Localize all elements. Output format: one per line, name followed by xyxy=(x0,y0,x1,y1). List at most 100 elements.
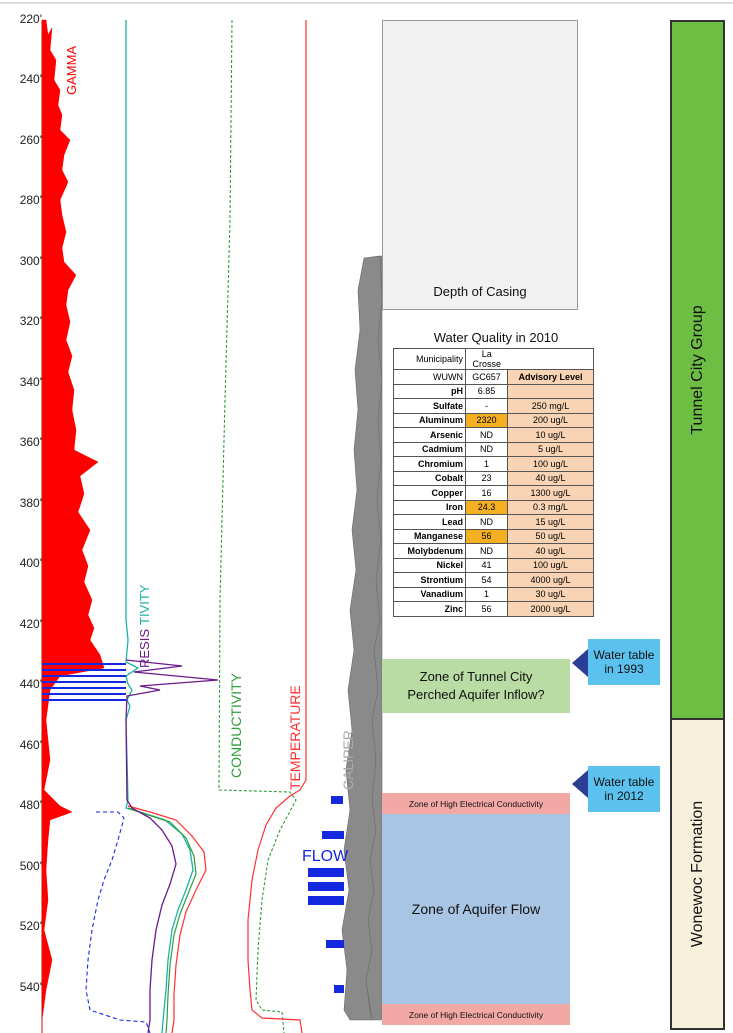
depth-tick-label: 440' xyxy=(19,677,42,692)
table-row: Cobalt 23 40 ug/L xyxy=(393,470,594,486)
high-conductivity-bottom-label: Zone of High Electrical Conductivity xyxy=(408,1009,544,1020)
advisory-cell: 15 ug/L xyxy=(507,514,594,530)
advisory-cell xyxy=(507,383,594,399)
value-cell: ND xyxy=(465,514,508,530)
municipality-label: Municipality xyxy=(393,348,466,370)
parameter-cell: Zinc xyxy=(393,601,466,617)
depth-tick-label: 240' xyxy=(19,72,42,87)
advisory-cell: 50 ug/L xyxy=(507,528,594,544)
value-cell: ND xyxy=(465,543,508,559)
table-row: Manganese 56 50 ug/L xyxy=(393,528,594,544)
table-row: Aluminum 2320 200 ug/L xyxy=(393,412,594,428)
resistivity-label-b: TIVITY xyxy=(137,584,152,625)
depth-tick-label: 300' xyxy=(19,253,42,268)
value-cell: 16 xyxy=(465,485,508,501)
value-cell: 1 xyxy=(465,586,508,602)
advisory-cell: 100 ug/L xyxy=(507,557,594,573)
flow-label: FLOW xyxy=(302,848,349,865)
value-cell: 2320 xyxy=(465,412,508,428)
perched-aquifer-zone: Zone of Tunnel City Perched Aquifer Infl… xyxy=(382,659,570,713)
municipality-value: La Crosse xyxy=(465,348,508,370)
aquifer-flow-zone: Zone of Aquifer Flow xyxy=(382,814,570,1004)
value-cell: - xyxy=(465,398,508,414)
table-row: Zinc 56 2000 ug/L xyxy=(393,601,594,617)
aquifer-flow-label: Zone of Aquifer Flow xyxy=(411,901,541,917)
value-cell: 56 xyxy=(465,528,508,544)
table-row: Strontium 54 4000 ug/L xyxy=(393,572,594,588)
value-cell: 1 xyxy=(465,456,508,472)
water-quality-title: Water Quality in 2010 xyxy=(433,330,559,345)
advisory-cell: 10 ug/L xyxy=(507,427,594,443)
depth-tick-label: 520' xyxy=(19,919,42,934)
value-cell: 24.3 xyxy=(465,499,508,515)
parameter-cell: Molybdenum xyxy=(393,543,466,559)
resistivity-curve xyxy=(125,20,194,1033)
conductivity-label: CONDUCTIVITY xyxy=(228,673,244,778)
wuwn-label: WUWN xyxy=(393,369,466,385)
table-row: Municipality La Crosse xyxy=(393,348,594,370)
water-table-2012-callout: Water table in 2012 xyxy=(588,766,660,812)
water-quality-body: Municipality La Crosse WUWN GC657 Adviso… xyxy=(393,348,594,617)
advisory-cell: 4000 ug/L xyxy=(507,572,594,588)
parameter-cell: Arsenic xyxy=(393,427,466,443)
value-cell: 41 xyxy=(465,557,508,573)
table-row: Arsenic ND 10 ug/L xyxy=(393,427,594,443)
table-row: Copper 16 1300 ug/L xyxy=(393,485,594,501)
depth-tick-label: 260' xyxy=(19,132,42,147)
value-cell: 23 xyxy=(465,470,508,486)
high-conductivity-zone-bottom: Zone of High Electrical Conductivity xyxy=(382,1004,570,1025)
value-cell: ND xyxy=(465,427,508,443)
resistivity-curve-2 xyxy=(127,807,197,1033)
parameter-cell: Cadmium xyxy=(393,441,466,457)
parameter-cell: Nickel xyxy=(393,557,466,573)
wonewoc-label: Wonewoc Formation xyxy=(688,800,706,948)
parameter-cell: Vanadium xyxy=(393,586,466,602)
advisory-cell: 40 ug/L xyxy=(507,543,594,559)
perched-aquifer-label: Zone of Tunnel City Perched Aquifer Infl… xyxy=(407,669,545,702)
parameter-cell: Sulfate xyxy=(393,398,466,414)
water-table-2012-arrow-icon xyxy=(572,770,588,798)
depth-tick-label: 460' xyxy=(19,737,42,752)
advisory-header: Advisory Level xyxy=(507,369,594,385)
blank-cell xyxy=(507,348,594,370)
parameter-cell: Lead xyxy=(393,514,466,530)
flow-zone-marks xyxy=(42,663,126,701)
flow-bars xyxy=(308,796,344,993)
resistivity-shallow-curve xyxy=(85,811,151,1033)
depth-tick-label: 360' xyxy=(19,435,42,450)
depth-tick-label: 380' xyxy=(19,495,42,510)
casing-zone-label: Depth of Casing xyxy=(433,284,527,299)
high-conductivity-top-label: Zone of High Electrical Conductivity xyxy=(408,798,544,809)
advisory-cell: 0.3 mg/L xyxy=(507,499,594,515)
table-row: Sulfate -250 mg/L xyxy=(393,398,594,414)
casing-zone: Depth of Casing xyxy=(382,20,578,310)
water-table-1993-arrow-icon xyxy=(572,649,588,677)
table-row: pH 6.85 xyxy=(393,383,594,399)
value-cell: 56 xyxy=(465,601,508,617)
high-conductivity-zone-top: Zone of High Electrical Conductivity xyxy=(382,793,570,814)
value-cell: 6.85 xyxy=(465,383,508,399)
conductivity-curve xyxy=(218,19,297,1033)
table-row: Chromium 1 100 ug/L xyxy=(393,456,594,472)
wonewoc-formation: Wonewoc Formation xyxy=(670,718,725,1030)
table-row: Lead ND 15 ug/L xyxy=(393,514,594,530)
depth-tick-label: 500' xyxy=(19,858,42,873)
table-row: Cadmium ND 5 ug/L xyxy=(393,441,594,457)
wuwn-value: GC657 xyxy=(465,369,508,385)
resistivity-curve-3 xyxy=(127,805,207,1033)
table-row: Molybdenum ND 40 ug/L xyxy=(393,543,594,559)
resistivity-label-a: RESIS xyxy=(137,628,152,668)
value-cell: ND xyxy=(465,441,508,457)
parameter-cell: Copper xyxy=(393,485,466,501)
advisory-cell: 5 ug/L xyxy=(507,441,594,457)
depth-tick-label: 480' xyxy=(19,798,42,813)
water-quality-table: Municipality La Crosse WUWN GC657 Adviso… xyxy=(393,348,594,617)
depth-tick-label: 320' xyxy=(19,314,42,329)
table-row: Nickel 41 100 ug/L xyxy=(393,557,594,573)
parameter-cell: Cobalt xyxy=(393,470,466,486)
resistivity-deep-curve xyxy=(125,659,219,1033)
parameter-cell: Manganese xyxy=(393,528,466,544)
advisory-cell: 30 ug/L xyxy=(507,586,594,602)
